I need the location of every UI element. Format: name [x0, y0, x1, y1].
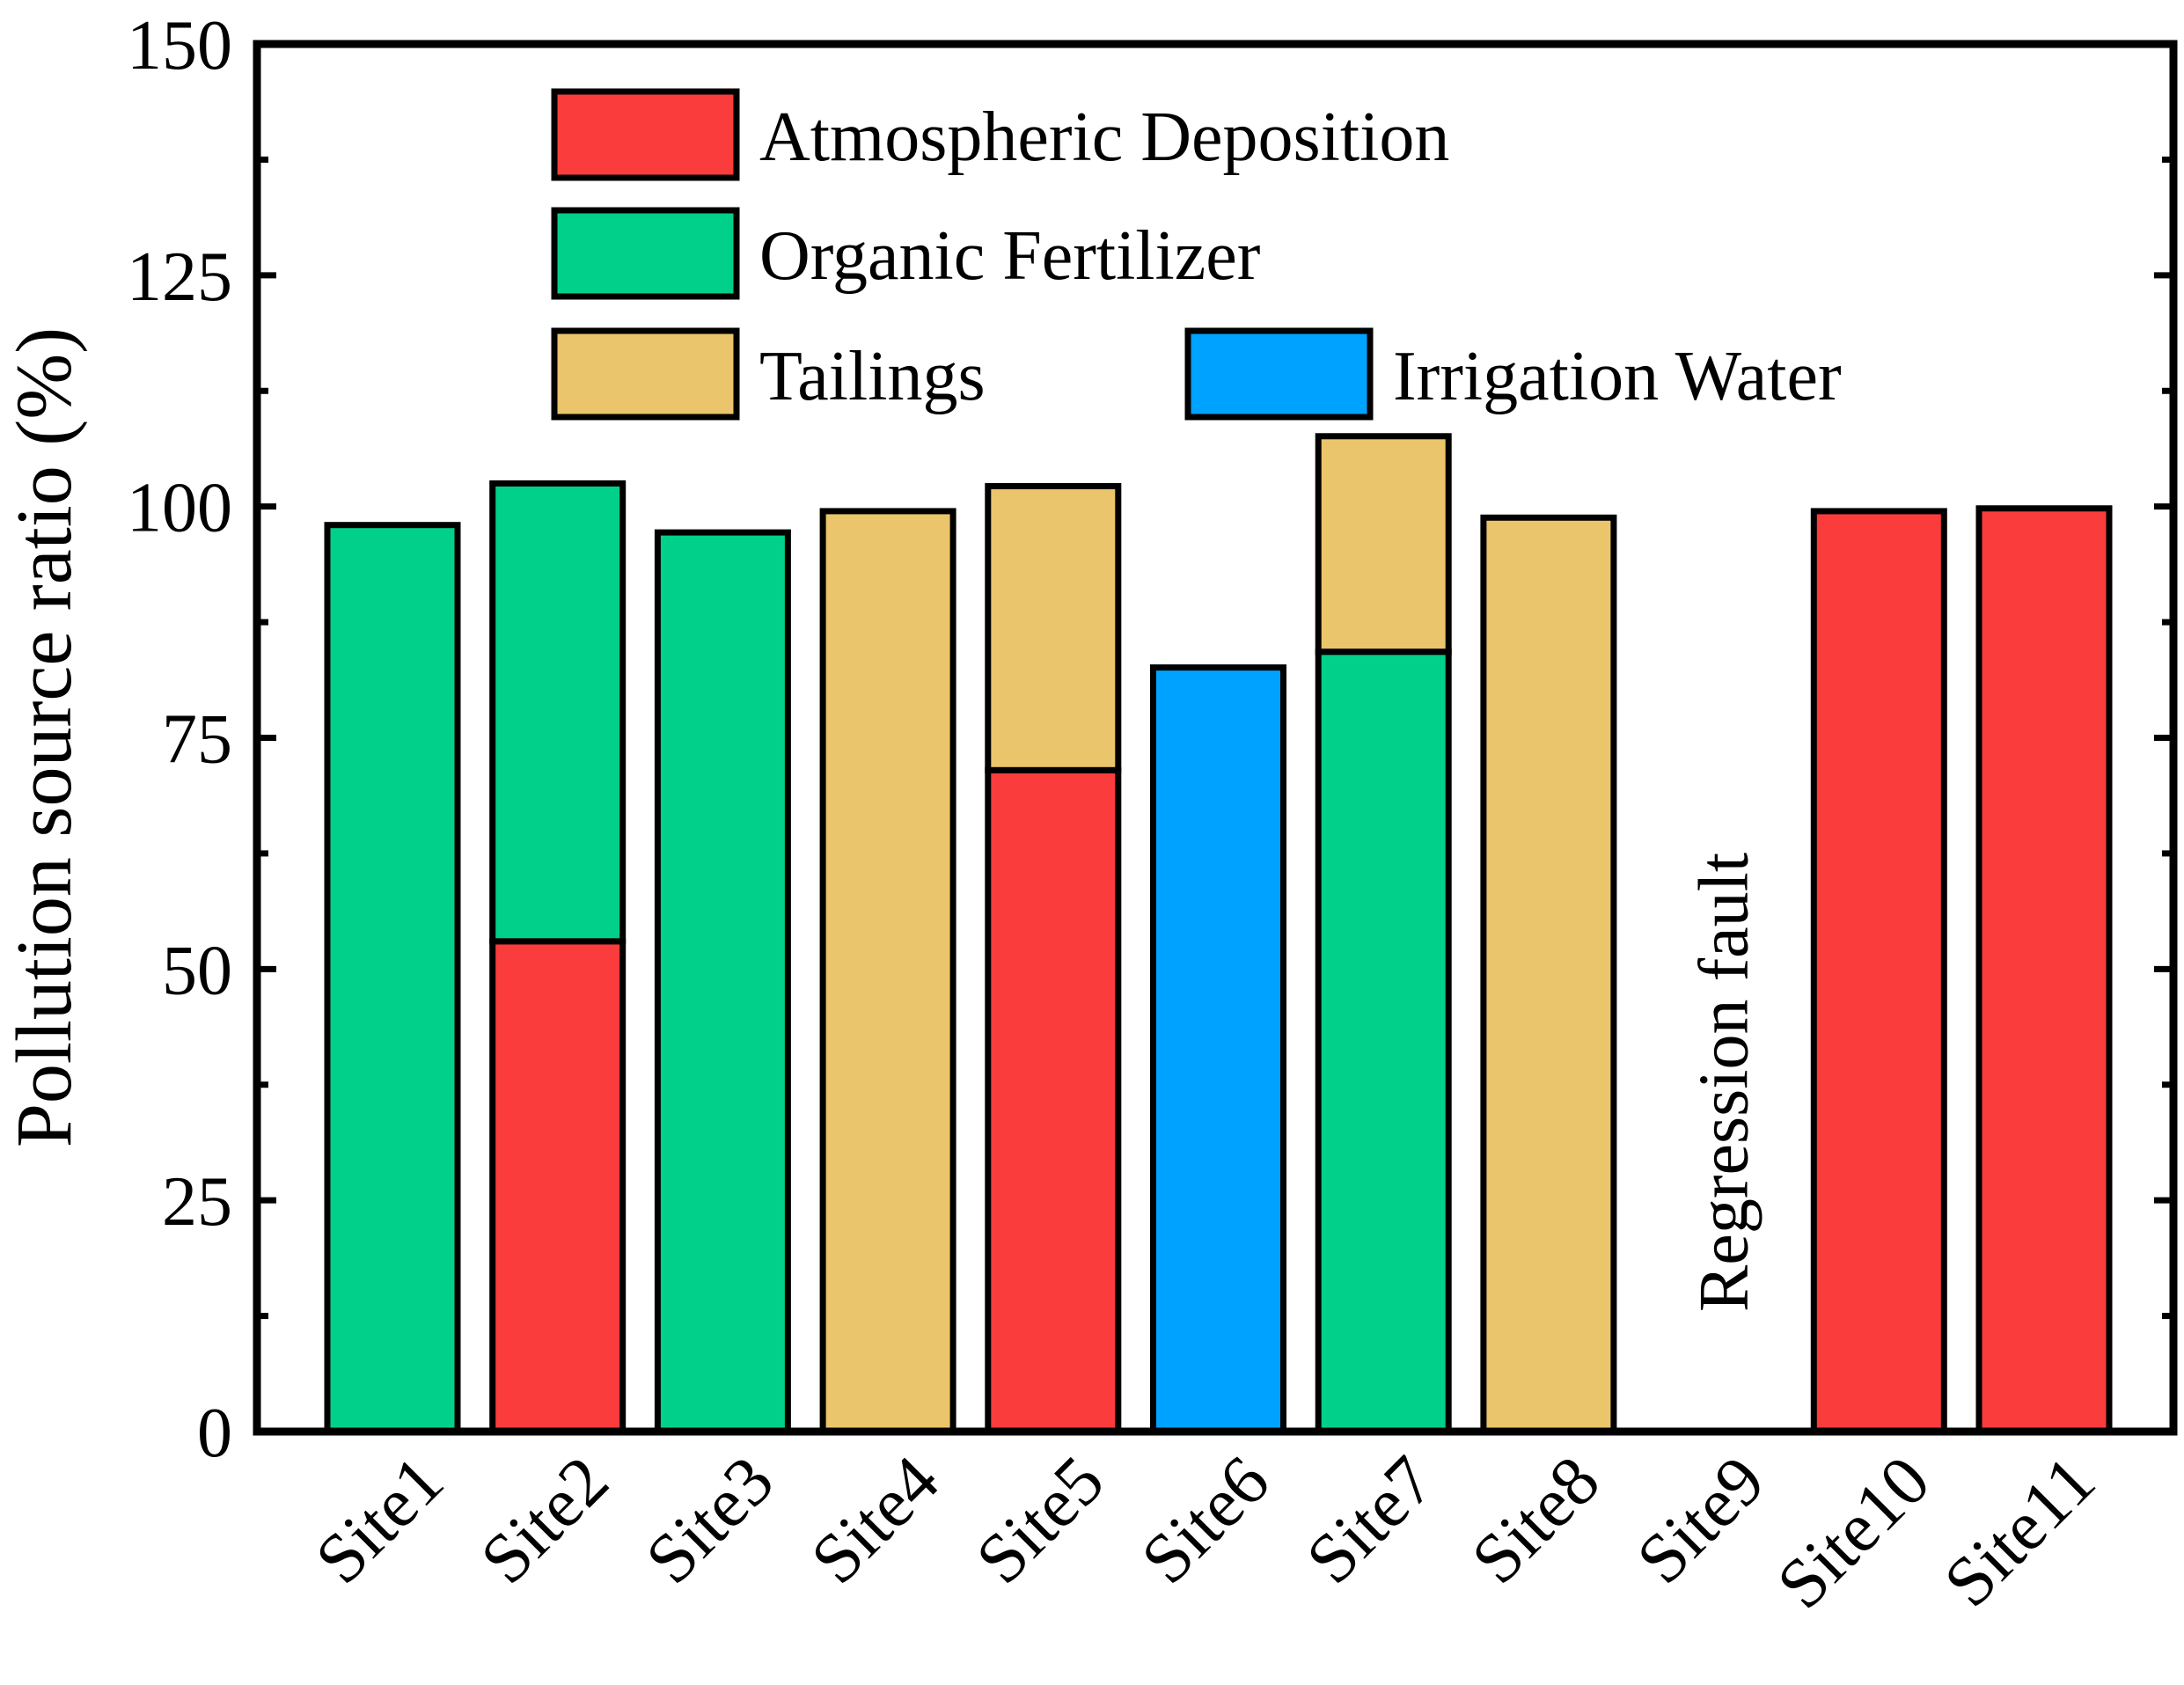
x-axis: Site1 Site2 Site3 Site4 Site5 Site6 Site7 Site8… [301, 1442, 2110, 1624]
legend-label-atmospheric-deposition: Atmospheric Deposition [759, 99, 1449, 176]
bar-site2-organic-fertilizer [489, 480, 627, 945]
y-tick-label: 25 [162, 1163, 232, 1241]
x-tick-label: Site9 [1623, 1442, 1780, 1600]
bar-site11-atmospheric-deposition [1975, 505, 2113, 1435]
x-tick-label: Site2 [466, 1442, 624, 1600]
x-tick-label: Site3 [632, 1442, 789, 1600]
bar-site4-tailings [819, 508, 956, 1435]
legend-label-organic-fertilizer: Organic Fertilizer [759, 217, 1260, 295]
bars-layer [324, 433, 2113, 1435]
y-tick-label: 100 [127, 470, 232, 547]
x-tick-label: Site10 [1763, 1442, 1945, 1624]
x-tick-label: Site7 [1292, 1442, 1449, 1600]
bar-site3-organic-fertilizer [654, 529, 791, 1435]
bar-site7-tailings [1315, 433, 1452, 656]
y-tick-label: 0 [197, 1395, 232, 1472]
x-tick-label: Site8 [1457, 1442, 1615, 1600]
legend-label-tailings: Tailings [759, 338, 986, 415]
x-tick-label: Site4 [796, 1442, 954, 1600]
bar-site1-organic-fertilizer [324, 522, 461, 1435]
bar-site2-atmospheric-deposition [489, 938, 627, 1435]
x-tick-label: Site1 [301, 1442, 458, 1600]
x-tick-label: Site11 [1930, 1442, 2110, 1623]
y-tick-label: 125 [127, 238, 232, 316]
regression-fault-annotation: Regression fault [1686, 853, 1763, 1312]
bar-site5-atmospheric-deposition [985, 766, 1122, 1435]
y-axis-title: Pollution source ratio (%) [1, 327, 88, 1147]
y-tick-label: 150 [127, 7, 232, 84]
bar-site5-tailings [985, 483, 1122, 773]
y-axis: 0 25 50 75 100 125 150 [127, 7, 2173, 1472]
bar-site7-organic-fertilizer [1315, 648, 1452, 1435]
bar-site10-atmospheric-deposition [1810, 508, 1947, 1435]
y-tick-label: 50 [162, 932, 232, 1009]
legend: Atmospheric Deposition Organic Fertilizer… [551, 88, 1842, 421]
bar-site8-tailings [1480, 514, 1617, 1435]
y-tick-label: 75 [162, 701, 232, 779]
x-tick-label: Site6 [1127, 1442, 1285, 1600]
legend-swatch-irrigation-water [1184, 327, 1374, 421]
legend-swatch-tailings [551, 327, 740, 421]
legend-swatch-atmospheric-deposition [551, 88, 740, 181]
bar-site6-irrigation-water [1150, 664, 1286, 1435]
legend-label-irrigation-water: Irrigation Water [1393, 338, 1842, 415]
legend-swatch-organic-fertilizer [551, 207, 740, 300]
x-tick-label: Site5 [962, 1442, 1119, 1600]
